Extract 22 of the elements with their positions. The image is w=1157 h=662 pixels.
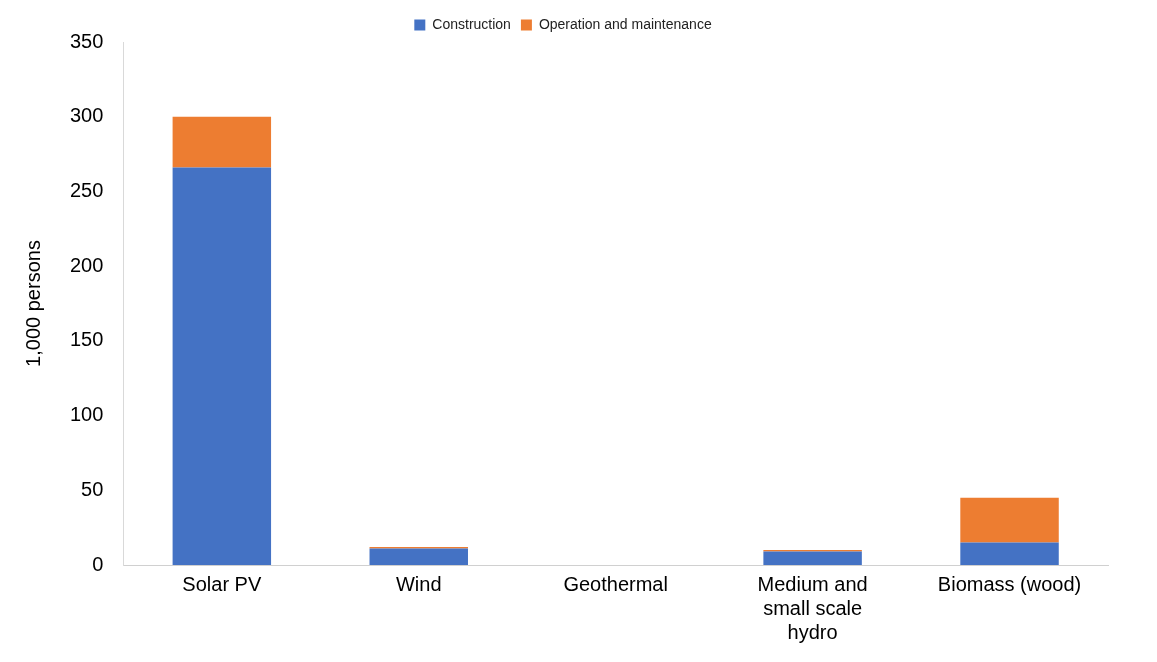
legend-label: Construction [432, 15, 511, 32]
x-tick-label: Medium and small scale hydro [757, 572, 868, 643]
x-tick-label: Geothermal [563, 572, 668, 595]
bar [960, 497, 1059, 543]
y-tick-label: 200 [69, 253, 104, 276]
y-tick-label: 50 [81, 477, 104, 500]
y-tick-label: 0 [92, 552, 104, 575]
bar [763, 551, 862, 565]
y-tick-label: 300 [69, 104, 104, 127]
y-tick-label: 100 [69, 403, 104, 426]
y-tick-label: 150 [69, 328, 104, 351]
bar [172, 167, 272, 565]
bar [369, 548, 468, 565]
x-tick-label: Wind [395, 572, 442, 595]
bar [172, 116, 272, 168]
y-tick-label: 350 [69, 29, 104, 52]
legend-label: Operation and maintenance [538, 15, 712, 32]
y-tick-label: 250 [69, 178, 104, 201]
x-tick-label: Biomass (wood) [937, 572, 1082, 595]
bar [960, 542, 1059, 565]
y-axis-title: 1,000 persons [21, 240, 44, 367]
x-tick-label: Solar PV [182, 572, 262, 595]
